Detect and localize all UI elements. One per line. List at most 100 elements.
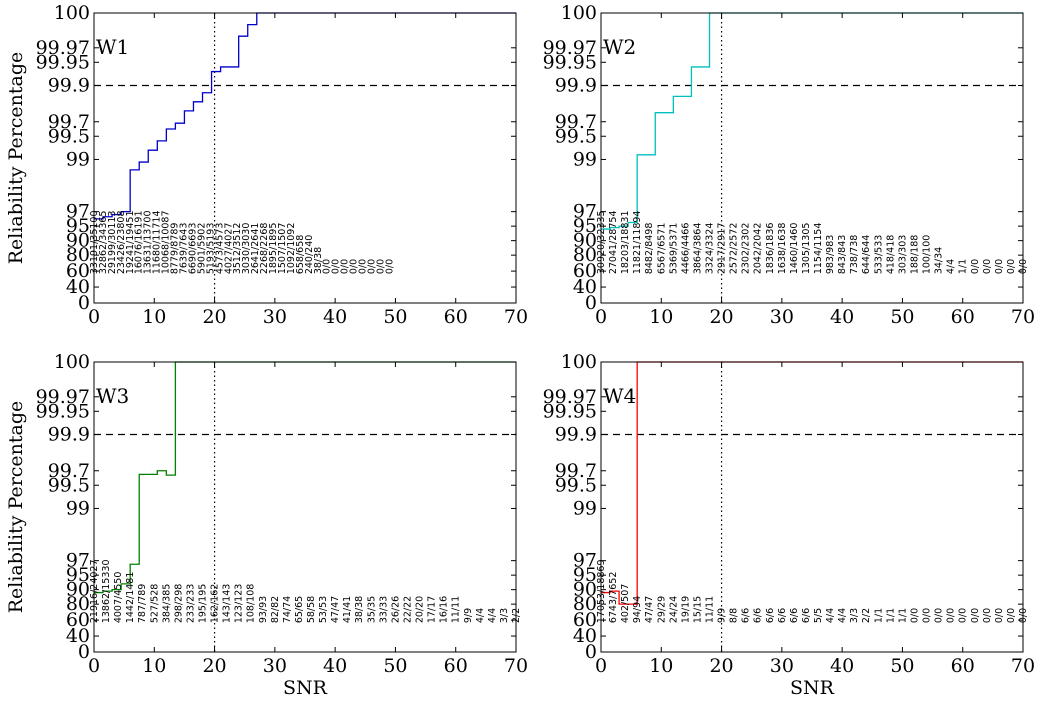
w2-y-tick-label: 100 <box>561 2 597 24</box>
w3-count-annotation: 108/108 <box>246 584 257 623</box>
w4-y-tick-label: 40 <box>573 625 597 647</box>
w2-y-tick-label: 95 <box>573 215 597 237</box>
w1-count-annotation: 0/0 <box>375 259 386 274</box>
w3-count-annotation: 17/17 <box>427 596 438 623</box>
w4-count-annotation: 0/0 <box>970 608 981 623</box>
w4-y-tick-label: 80 <box>573 593 597 615</box>
w1-count-annotation: 4573/4573 <box>214 223 225 275</box>
w4-count-annotation: 94/94 <box>632 596 643 623</box>
w2-y-tick-label: 99.97 <box>543 37 597 59</box>
w3-count-annotation: 3/3 <box>499 608 510 623</box>
w3-x-axis-label: SNR <box>283 677 328 699</box>
w4-count-annotation: 19/19 <box>680 596 691 623</box>
w2-count-annotation: 644/644 <box>861 235 872 274</box>
w3-y-tick-label: 99.95 <box>36 400 90 422</box>
w2-count-annotation: 2302/2302 <box>741 223 752 275</box>
w2-count-annotation: 2917/2917 <box>717 223 728 275</box>
w3-count-annotation: 1442/1481 <box>125 572 136 624</box>
w1-y-tick-label: 80 <box>66 244 90 266</box>
w4-y-tick-label: 99.97 <box>543 386 597 408</box>
w2-count-annotation: 0/0 <box>970 259 981 274</box>
w2-count-annotation: 0/0 <box>1018 259 1029 274</box>
w4-count-annotation: 0/0 <box>1018 608 1029 623</box>
w4-y-tick-label: 99 <box>573 497 597 519</box>
w4-count-annotation: 15/15 <box>692 596 703 623</box>
w1-count-annotation: 5193/5193 <box>205 223 216 275</box>
w4-count-annotation: 4/4 <box>825 608 836 623</box>
w3-panel-label: W3 <box>96 384 129 408</box>
w2-count-annotation: 1305/1305 <box>801 223 812 275</box>
w3-y-tick-label: 100 <box>54 351 90 373</box>
w4-count-annotation: 47/47 <box>644 596 655 623</box>
w1-count-annotation: 7639/7643 <box>179 223 190 275</box>
w2-series-line <box>601 12 1023 230</box>
w3-count-annotation: 35/35 <box>366 596 377 623</box>
w3-count-annotation: 38/38 <box>354 596 365 623</box>
w2-plot-frame <box>600 12 1024 304</box>
w2-y-tick-label: 90 <box>573 230 597 252</box>
w4-count-annotation: 11/11 <box>705 596 716 623</box>
w4-count-annotation: 6743/7652 <box>608 572 619 624</box>
w3-count-annotation: 4/4 <box>487 608 498 623</box>
w2-y-tick-label: 80 <box>573 244 597 266</box>
w2-count-annotation: 100/100 <box>922 235 933 274</box>
w1-x-tick-label: 40 <box>323 306 347 328</box>
w1-y-tick-label: 99.9 <box>48 75 90 97</box>
w1-count-annotation: 0/0 <box>358 259 369 274</box>
w1-y-tick-label: 40 <box>66 276 90 298</box>
w4-x-tick-label: 60 <box>951 655 975 677</box>
w2-y-tick-label: 60 <box>573 260 597 282</box>
w1-count-annotation: 10068/10087 <box>161 210 172 274</box>
w1-y-tick-label: 0 <box>78 292 90 314</box>
w2-panel-label: W2 <box>603 35 636 59</box>
w1-count-annotation: 11680/11714 <box>152 210 163 274</box>
w3-series-line <box>94 361 516 594</box>
chart-panel-w2: 0 10 20 30 40 50 60 7004060809095979999.599.799… <box>543 2 1036 328</box>
w3-y-tick-label: 99.7 <box>48 460 90 482</box>
w4-count-annotation: 0/0 <box>909 608 920 623</box>
w4-y-tick-label: 99.7 <box>555 460 597 482</box>
w1-panel-label: W1 <box>96 35 129 59</box>
w1-count-annotation: 5901/5902 <box>196 223 207 275</box>
w3-count-annotation: 143/143 <box>222 584 233 623</box>
w3-y-tick-label: 95 <box>66 564 90 586</box>
w4-plot-frame <box>600 361 1024 653</box>
w2-count-annotation: 303/303 <box>897 235 908 274</box>
w4-count-annotation: 0/0 <box>994 608 1005 623</box>
w4-count-annotation: 5/5 <box>813 608 824 623</box>
w2-count-annotation: 2042/2042 <box>753 223 764 275</box>
w1-count-annotation: 3512/3512 <box>232 223 243 275</box>
w4-y-tick-label: 97 <box>573 550 597 572</box>
w3-x-tick-label: 10 <box>142 655 166 677</box>
w1-count-annotation: 0/0 <box>349 259 360 274</box>
w1-count-annotation: 32862/34365 <box>98 210 109 274</box>
w3-x-tick-label: 20 <box>202 655 226 677</box>
w1-y-tick-label: 95 <box>66 215 90 237</box>
w2-count-annotation: 8482/8498 <box>644 223 655 275</box>
w4-count-annotation: 1/1 <box>897 608 908 623</box>
w4-count-annotation: 1/1 <box>885 608 896 623</box>
w1-y-tick-label: 99.95 <box>36 51 90 73</box>
w4-count-annotation: 4/4 <box>837 608 848 623</box>
w3-count-annotation: 195/195 <box>198 584 209 623</box>
w3-x-tick-label: 40 <box>323 655 347 677</box>
w2-x-tick-label: 10 <box>649 306 673 328</box>
w2-y-tick-label: 99.95 <box>543 51 597 73</box>
w2-count-annotation: 1836/1836 <box>765 223 776 275</box>
w3-count-annotation: 298/298 <box>173 584 184 623</box>
w4-count-annotation: 24/24 <box>668 596 679 623</box>
w2-count-annotation: 0/0 <box>982 259 993 274</box>
w4-count-annotation: 0/0 <box>946 608 957 623</box>
w3-count-annotation: 233/233 <box>185 584 196 623</box>
w3-x-tick-label: 50 <box>383 655 407 677</box>
w2-y-tick-label: 97 <box>573 201 597 223</box>
w1-count-annotation: 2641/2641 <box>250 223 261 275</box>
w4-y-tick-label: 90 <box>573 579 597 601</box>
w3-count-annotation: 93/93 <box>258 596 269 623</box>
w3-count-annotation: 53/53 <box>318 596 329 623</box>
w4-panel-label: W4 <box>603 384 636 408</box>
w4-x-axis-label: SNR <box>790 677 835 699</box>
w1-plot-frame <box>93 12 517 304</box>
w3-y-tick-label: 40 <box>66 625 90 647</box>
